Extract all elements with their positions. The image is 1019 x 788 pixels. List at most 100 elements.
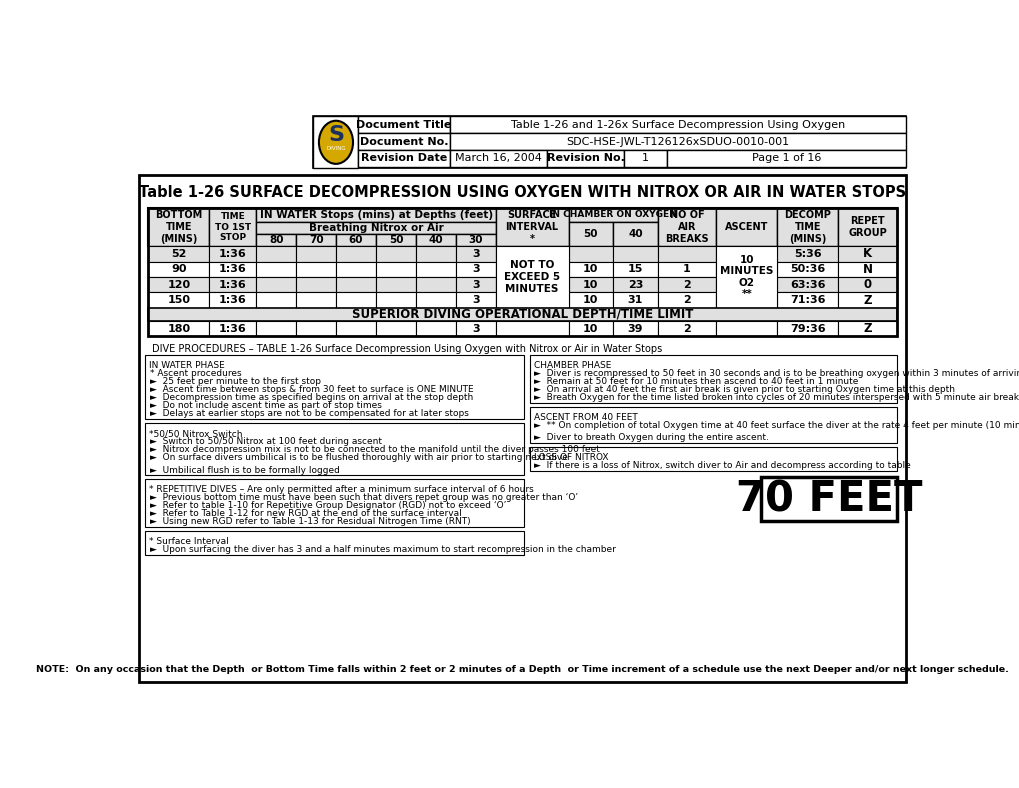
Text: ►  Breath Oxygen for the time listed broken into cycles of 20 minutes interspers: ► Breath Oxygen for the time listed brok… — [534, 393, 1019, 403]
Bar — [715, 321, 776, 336]
Bar — [624, 150, 666, 167]
Bar — [149, 277, 209, 292]
Bar — [657, 321, 715, 336]
Bar — [149, 208, 209, 246]
Bar — [761, 477, 896, 522]
Bar — [715, 262, 776, 277]
Text: ►  ** On completion of total Oxygen time at 40 feet surface the diver at the rat: ► ** On completion of total Oxygen time … — [534, 421, 1019, 430]
Bar — [455, 262, 495, 277]
Bar — [455, 234, 495, 247]
Bar — [336, 234, 376, 247]
Bar — [358, 133, 449, 150]
Text: 2: 2 — [683, 280, 690, 290]
Text: March 16, 2004: March 16, 2004 — [454, 154, 541, 163]
Bar — [495, 292, 568, 308]
Text: 10: 10 — [583, 280, 598, 290]
Bar — [838, 262, 896, 277]
Text: ►  Refer to Table 1-12 for new RGD at the end of the surface interval: ► Refer to Table 1-12 for new RGD at the… — [150, 509, 462, 519]
Text: 3: 3 — [472, 264, 479, 274]
Bar — [449, 150, 546, 167]
Bar — [776, 321, 838, 336]
Text: ►  Do not include ascent time as part of stop times: ► Do not include ascent time as part of … — [150, 401, 381, 411]
Bar — [145, 423, 523, 475]
Bar — [209, 246, 256, 262]
Bar — [455, 292, 495, 308]
Text: S: S — [328, 125, 343, 145]
Text: DECOMP
TIME
(MINS): DECOMP TIME (MINS) — [784, 210, 830, 243]
Text: Revision Date: Revision Date — [361, 154, 447, 163]
Bar — [838, 208, 896, 246]
Text: 1:36: 1:36 — [219, 296, 247, 305]
Text: 1: 1 — [683, 264, 690, 274]
Bar — [715, 292, 776, 308]
Bar — [256, 234, 296, 247]
Bar — [313, 116, 358, 169]
Bar — [149, 292, 209, 308]
Bar — [455, 321, 495, 336]
Text: 1: 1 — [641, 154, 648, 163]
Bar — [256, 262, 296, 277]
Bar — [336, 277, 376, 292]
Bar — [336, 292, 376, 308]
Bar — [657, 292, 715, 308]
Text: 39: 39 — [627, 324, 643, 333]
Text: 2: 2 — [683, 296, 690, 305]
Text: ►  Decompression time as specified begins on arrival at the stop depth: ► Decompression time as specified begins… — [150, 393, 473, 403]
Bar — [568, 277, 612, 292]
Bar — [657, 262, 715, 277]
Bar — [612, 221, 657, 246]
Bar — [376, 292, 416, 308]
Bar — [145, 531, 523, 555]
Text: TIME
TO 1ST
STOP: TIME TO 1ST STOP — [215, 212, 251, 242]
Bar — [495, 262, 568, 277]
Bar — [296, 321, 336, 336]
Text: 3: 3 — [472, 280, 479, 290]
Text: REPET
GROUP: REPET GROUP — [848, 216, 887, 238]
Bar — [416, 277, 455, 292]
Text: * Surface Interval: * Surface Interval — [149, 537, 228, 546]
Bar — [838, 246, 896, 262]
Text: BOTTOM
TIME
(MINS): BOTTOM TIME (MINS) — [155, 210, 203, 243]
Bar — [612, 246, 657, 262]
Bar — [376, 321, 416, 336]
Bar — [657, 208, 715, 246]
Text: 70 FEET: 70 FEET — [736, 478, 921, 520]
Text: 50: 50 — [388, 235, 403, 245]
Text: Breathing Nitrox or Air: Breathing Nitrox or Air — [309, 223, 443, 232]
Text: 23: 23 — [627, 280, 642, 290]
Text: ASCENT: ASCENT — [725, 222, 767, 232]
Text: 3: 3 — [472, 324, 479, 333]
Bar — [529, 447, 896, 470]
Text: 1:36: 1:36 — [219, 280, 247, 290]
Text: ►  If there is a loss of Nitrox, switch diver to Air and decompress according to: ► If there is a loss of Nitrox, switch d… — [534, 461, 910, 470]
Text: 50: 50 — [583, 229, 597, 239]
Bar — [296, 292, 336, 308]
Text: 40: 40 — [628, 229, 642, 239]
Text: 3: 3 — [472, 249, 479, 259]
Text: 1:36: 1:36 — [219, 324, 247, 333]
Bar — [256, 321, 296, 336]
Bar — [256, 221, 495, 234]
Bar — [449, 133, 906, 150]
Bar — [838, 292, 896, 308]
Bar — [256, 292, 296, 308]
Bar — [209, 262, 256, 277]
Bar — [568, 208, 657, 221]
Text: Table 1-26 and 1-26x Surface Decompression Using Oxygen: Table 1-26 and 1-26x Surface Decompressi… — [511, 120, 845, 129]
Bar — [776, 277, 838, 292]
Bar — [657, 277, 715, 292]
Bar — [376, 262, 416, 277]
Text: 10
MINUTES
O2
**: 10 MINUTES O2 ** — [719, 255, 772, 299]
Bar — [336, 321, 376, 336]
Text: * Ascent procedures: * Ascent procedures — [150, 369, 242, 378]
Bar — [149, 262, 209, 277]
Text: ►  Ascent time between stops & from 30 feet to surface is ONE MINUTE: ► Ascent time between stops & from 30 fe… — [150, 385, 473, 394]
Bar — [495, 321, 568, 336]
Bar — [416, 292, 455, 308]
Text: 60: 60 — [348, 235, 363, 245]
Bar — [495, 208, 568, 246]
Text: 63:36: 63:36 — [790, 280, 824, 290]
Text: 1:36: 1:36 — [219, 264, 247, 274]
Bar — [256, 277, 296, 292]
Text: ►  On arrival at 40 feet the first air break is given prior to starting Oxygen t: ► On arrival at 40 feet the first air br… — [534, 385, 955, 394]
